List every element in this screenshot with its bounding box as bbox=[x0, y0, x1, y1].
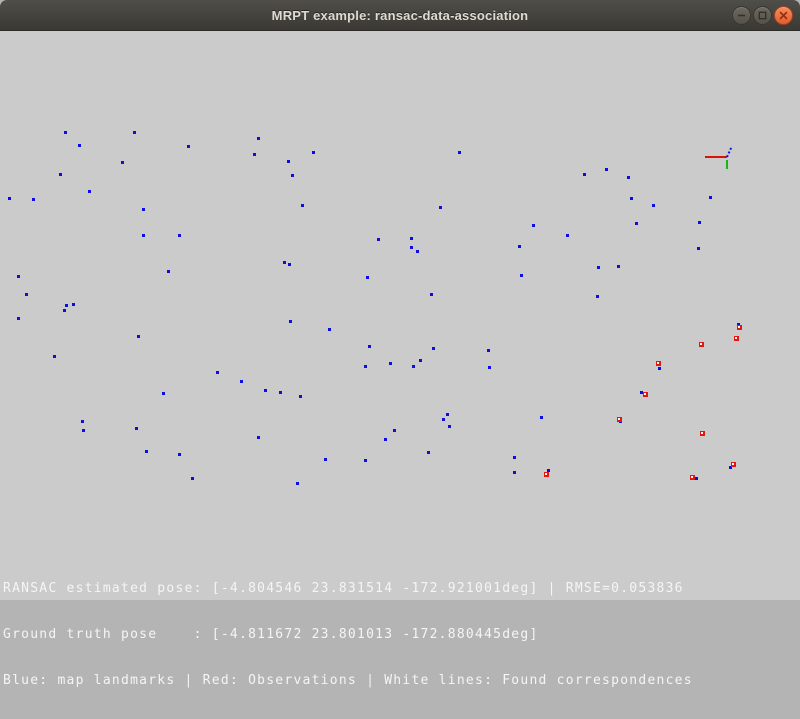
3d-viewport[interactable] bbox=[0, 31, 800, 600]
minimize-button[interactable] bbox=[732, 6, 751, 25]
titlebar[interactable]: MRPT example: ransac-data-association bbox=[0, 0, 800, 31]
close-icon bbox=[779, 11, 788, 20]
app-window: MRPT example: ransac-data-association bbox=[0, 0, 800, 688]
close-button[interactable] bbox=[774, 6, 793, 25]
status-line-ground-truth: Ground truth pose : [-4.811672 23.801013… bbox=[3, 627, 539, 643]
window-title: MRPT example: ransac-data-association bbox=[271, 7, 529, 23]
status-line-legend: Blue: map landmarks | Red: Observations … bbox=[3, 673, 693, 689]
window-controls bbox=[730, 5, 793, 26]
status-line-ransac-pose: RANSAC estimated pose: [-4.804546 23.831… bbox=[3, 580, 684, 596]
minimize-icon bbox=[738, 14, 745, 17]
maximize-icon bbox=[758, 11, 767, 20]
status-overlay: RANSAC estimated pose: [-4.804546 23.831… bbox=[3, 550, 799, 719]
maximize-button[interactable] bbox=[753, 6, 772, 25]
